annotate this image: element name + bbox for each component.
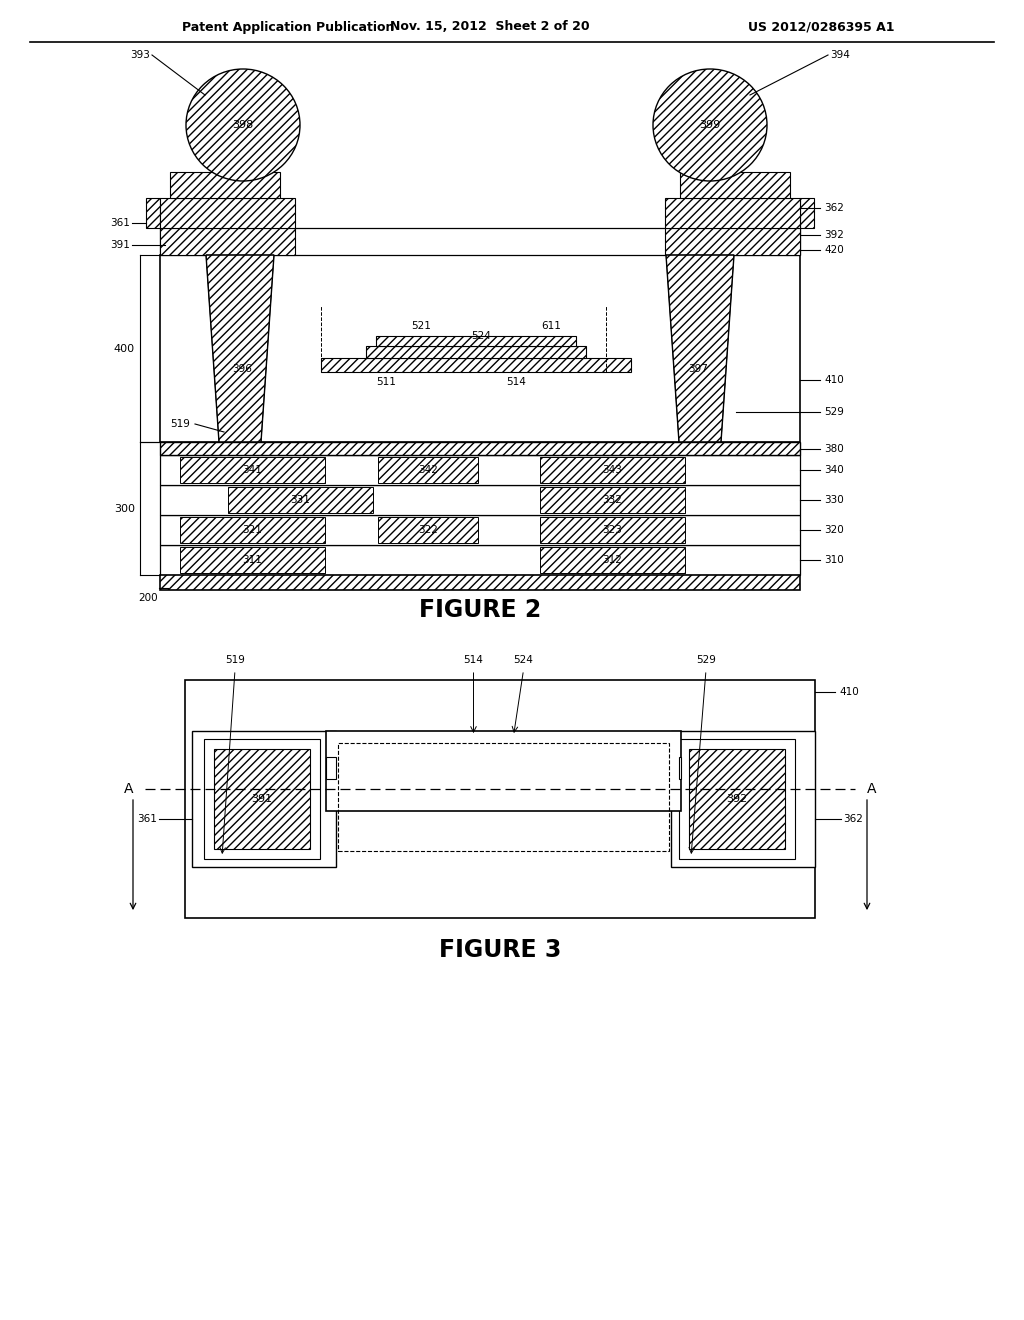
Text: FIGURE 2: FIGURE 2 [419,598,541,622]
Ellipse shape [186,69,300,181]
Bar [193,731,336,867]
Bar [180,546,325,573]
Text: US 2012/0286395 A1: US 2012/0286395 A1 [748,21,895,33]
Text: 340: 340 [824,465,844,475]
Text: 524: 524 [514,655,534,665]
Bar [680,172,790,198]
Bar [689,748,785,849]
Bar [185,680,815,917]
Bar [321,358,631,372]
Text: 529: 529 [824,407,844,417]
Text: 398: 398 [232,120,254,129]
Text: 394: 394 [830,50,850,59]
Text: 322: 322 [418,525,438,535]
Bar [376,337,575,346]
Text: 392: 392 [726,795,748,804]
Bar [180,517,325,543]
Bar [540,517,685,543]
Text: 341: 341 [242,465,262,475]
Text: 200: 200 [138,593,158,603]
Text: 397: 397 [688,363,708,374]
Bar [160,545,800,576]
Text: 391: 391 [111,240,130,249]
Text: 392: 392 [824,230,844,240]
Text: 420: 420 [824,246,844,255]
Bar [326,731,681,810]
Bar [366,346,586,358]
Text: 311: 311 [242,554,262,565]
Bar [160,198,295,228]
Bar [160,515,800,545]
Bar [160,442,800,455]
Polygon shape [666,255,734,442]
Text: 400: 400 [114,343,135,354]
Text: 362: 362 [843,814,863,824]
Bar [204,739,319,859]
Bar [338,743,669,851]
Bar [679,739,795,859]
Text: A: A [124,781,133,796]
Text: 410: 410 [839,686,859,697]
Text: 323: 323 [602,525,622,535]
Bar [326,756,336,779]
Bar [338,743,669,851]
Text: 342: 342 [418,465,438,475]
Text: 514: 514 [506,378,526,387]
Bar [679,756,681,779]
Text: 611: 611 [541,321,561,331]
Text: Patent Application Publication: Patent Application Publication [182,21,394,33]
Bar [665,198,800,228]
Text: 330: 330 [824,495,844,506]
Text: 529: 529 [696,655,716,665]
Bar [160,484,800,515]
Text: 332: 332 [602,495,622,506]
Text: 310: 310 [824,554,844,565]
Text: 410: 410 [824,375,844,385]
Text: 393: 393 [130,50,150,59]
Text: 362: 362 [824,203,844,213]
Bar [146,198,160,228]
Text: 524: 524 [471,331,490,341]
Text: 514: 514 [464,655,483,665]
Bar [160,576,800,590]
Text: 519: 519 [225,655,245,665]
Bar [378,517,478,543]
Text: 521: 521 [411,321,431,331]
Bar [160,228,295,255]
Bar [160,255,800,442]
Text: Nov. 15, 2012  Sheet 2 of 20: Nov. 15, 2012 Sheet 2 of 20 [390,21,590,33]
Bar [540,457,685,483]
Bar [540,487,685,513]
Text: 519: 519 [170,418,189,429]
Text: 331: 331 [290,495,310,506]
Text: 320: 320 [824,525,844,535]
Bar [228,487,373,513]
Bar [180,457,325,483]
Text: FIGURE 3: FIGURE 3 [439,939,561,962]
Bar [170,172,280,198]
Text: 380: 380 [824,444,844,454]
Text: 361: 361 [137,814,157,824]
Bar [214,748,310,849]
Ellipse shape [653,69,767,181]
Text: 511: 511 [376,378,396,387]
Bar [160,228,800,255]
Text: A: A [867,781,877,796]
Text: 312: 312 [602,554,622,565]
Polygon shape [206,255,274,442]
Text: 399: 399 [699,120,721,129]
Bar [378,457,478,483]
Bar [540,546,685,573]
Text: 391: 391 [252,795,272,804]
Bar [671,731,815,867]
Bar [800,198,814,228]
Text: 321: 321 [242,525,262,535]
Bar [665,228,800,255]
Text: 343: 343 [602,465,622,475]
Text: 396: 396 [232,363,252,374]
Text: 300: 300 [114,503,135,513]
Bar [160,455,800,484]
Text: 361: 361 [111,218,130,228]
